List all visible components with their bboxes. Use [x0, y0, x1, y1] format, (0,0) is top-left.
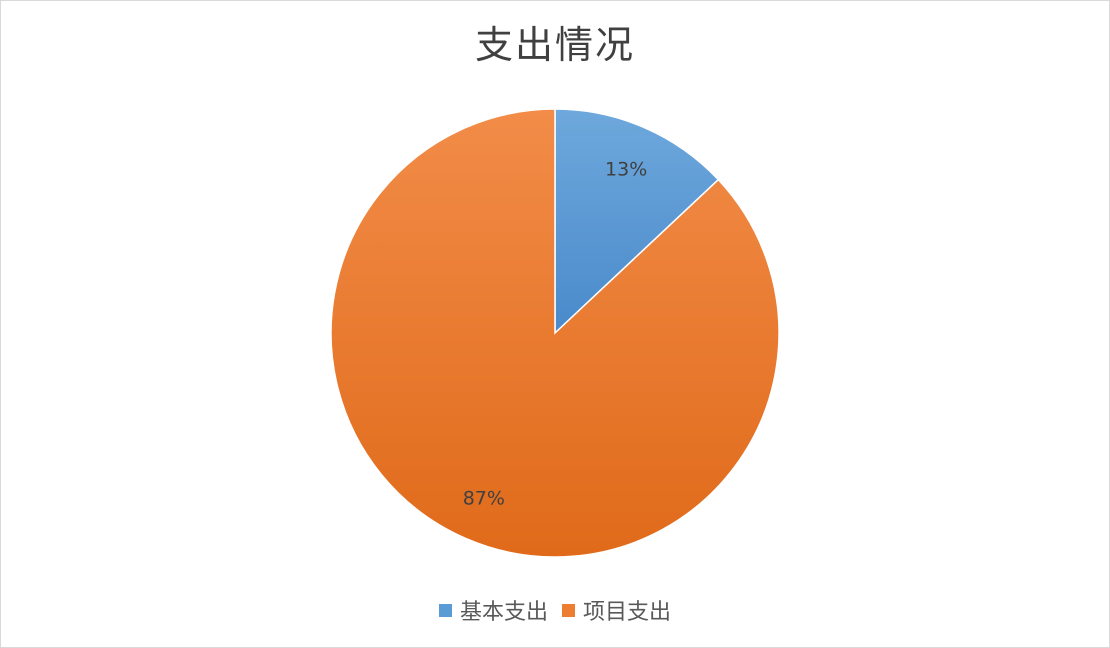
data-label-project: 87% [463, 487, 505, 509]
legend: 基本支出 项目支出 [0, 594, 1110, 626]
chart-title: 支出情况 [474, 23, 635, 67]
slice-basic-expenditure [554, 108, 720, 335]
legend-item-project: 项目支出 [562, 594, 671, 626]
legend-label-basic: 基本支出 [459, 600, 548, 625]
legend-label-project: 项目支出 [583, 600, 672, 625]
data-label-basic: 13% [605, 159, 647, 181]
legend-swatch-project [562, 603, 575, 617]
legend-swatch-basic [438, 603, 452, 617]
slice-project-expenditure [330, 108, 780, 558]
legend-item-basic: 基本支出 [438, 594, 548, 626]
